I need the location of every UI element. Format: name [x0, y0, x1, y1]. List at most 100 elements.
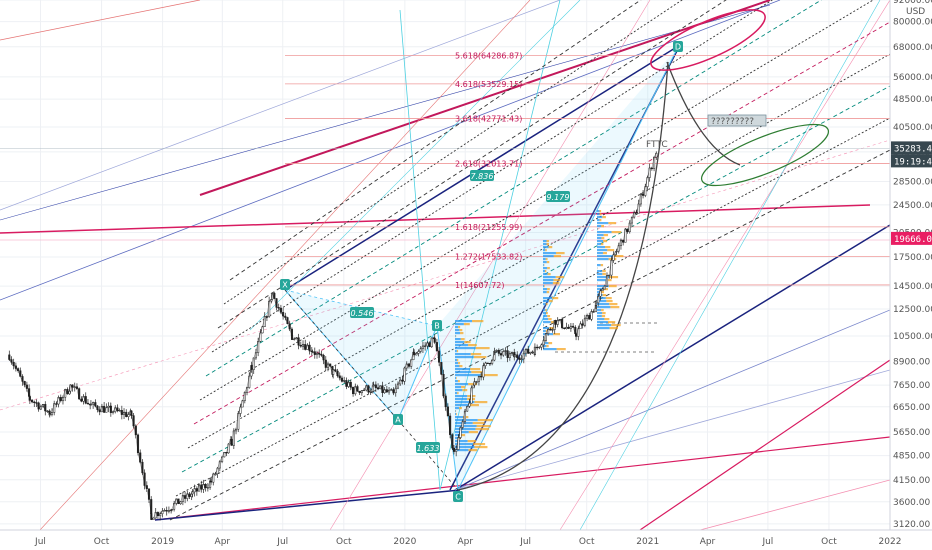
- volume-profile-bar: [597, 312, 603, 315]
- annotation-layer: 5.618(64286.87) 4.618(53529.15) 3.618(4277…: [280, 41, 767, 502]
- volume-profile-bar: [472, 320, 484, 323]
- fib-label: 1.272(17533.82): [455, 253, 522, 262]
- y-tick-label: 92000.00: [893, 0, 932, 6]
- volume-profile-bar: [455, 374, 481, 377]
- volume-profile-bar: [603, 234, 609, 237]
- pattern-point-marker: [280, 279, 290, 290]
- volume-profile-bar: [455, 443, 474, 446]
- volume-profile-bar: [455, 386, 462, 389]
- volume-profile-bar: [545, 258, 548, 261]
- pattern-leg: [457, 46, 679, 491]
- target-ellipse: [700, 123, 830, 187]
- volume-profile-bar: [473, 356, 487, 359]
- x-tick-label: Jul: [761, 537, 773, 547]
- y-tick-label: 28500.00: [893, 177, 932, 187]
- pattern-point-label: A: [395, 416, 401, 425]
- volume-profile-bar: [455, 425, 477, 428]
- y-tick-label: 7650.00: [893, 381, 930, 391]
- volume-profile-bar: [468, 431, 478, 434]
- volume-profile-bar: [597, 243, 601, 246]
- volume-profile-bar: [543, 318, 549, 321]
- volume-profile-bar: [543, 267, 548, 270]
- volume-profile-bar: [602, 312, 606, 315]
- volume-profile-bar: [544, 285, 545, 288]
- trend-line: [0, 0, 781, 301]
- volume-profile-bar: [597, 216, 603, 219]
- x-axis[interactable]: Jul Oct 2019 Apr Jul Oct 2020 Apr Jul Oct 2021 Apr J…: [34, 537, 901, 547]
- pattern-point-label: C: [455, 493, 461, 502]
- countdown-tag: 19:19:49: [894, 157, 932, 167]
- volume-profile-bar: [597, 228, 598, 231]
- volume-profile-bar: [543, 300, 549, 303]
- volume-profile-bar: [605, 246, 611, 249]
- volume-profile-bar: [455, 380, 458, 383]
- candle-body: [8, 354, 11, 360]
- fib-label: 1.618(21255.99): [455, 223, 522, 232]
- volume-profile-bar: [464, 341, 471, 344]
- price-series: [8, 151, 658, 521]
- volume-profile-bar: [546, 240, 549, 243]
- volume-profile-bar: [455, 401, 475, 404]
- ratio-badge: [470, 170, 494, 181]
- volume-profile-bar: [546, 261, 550, 264]
- volume-profile-bar: [543, 345, 547, 348]
- x-tick-label: Apr: [700, 537, 716, 547]
- volume-profile-bar: [606, 300, 613, 303]
- volume-profile-bar: [455, 365, 460, 368]
- volume-profile-bar: [455, 410, 456, 413]
- volume-profile-bar: [607, 321, 616, 324]
- volume-profile-bar: [455, 431, 469, 434]
- volume-profile-bar: [597, 252, 603, 255]
- channel-line: [175, 117, 890, 497]
- volume-profile-bar: [601, 225, 604, 228]
- y-axis[interactable]: 3120.00 3600.00 4150.00 4850.00 5650.00 6650.…: [891, 0, 932, 530]
- volume-profile-bar: [474, 401, 488, 404]
- trend-line: [284, 44, 681, 291]
- volume-profile-bar: [543, 315, 548, 318]
- volume-profile-bar: [462, 389, 468, 392]
- y-tick-label: 24500.00: [893, 201, 932, 211]
- volume-profile-bar: [597, 231, 612, 234]
- arc-curve: [457, 61, 669, 491]
- x-tick-label: Apr: [215, 537, 231, 547]
- volume-profile-bar: [597, 240, 604, 243]
- volume-profile-bar: [608, 258, 617, 261]
- volume-profile-bar: [602, 294, 607, 297]
- fib-label: 5.618(64286.87): [455, 51, 522, 60]
- volume-profile-bar: [597, 219, 600, 222]
- volume-profile-bar: [543, 279, 554, 282]
- volume-profile-bar: [469, 404, 479, 407]
- volume-profile-bar: [599, 210, 602, 213]
- volume-profile-bar: [608, 285, 617, 288]
- y-tick-label: 6650.00: [893, 403, 930, 413]
- volume-profile-bar: [543, 255, 554, 258]
- volume-profile-bar: [603, 240, 608, 243]
- x-tick-label: Oct: [579, 537, 595, 547]
- volume-profile-bar: [597, 291, 602, 294]
- volume-profile-bar: [480, 374, 498, 377]
- volume-profile-bar: [597, 297, 606, 300]
- volume-profile-bar: [458, 326, 461, 329]
- ratio-label: 7.836: [471, 172, 494, 181]
- volume-profiles: [455, 210, 624, 452]
- volume-profile-bar: [543, 264, 544, 267]
- currency-label: USD: [906, 7, 925, 17]
- volume-profile-bar: [543, 258, 546, 261]
- trend-line: [454, 369, 890, 491]
- volume-profile-bar: [597, 273, 603, 276]
- target-ellipse: [650, 9, 766, 71]
- volume-profile-bar: [543, 297, 553, 300]
- volume-profile-bar: [455, 392, 458, 395]
- y-tick-label: 8900.00: [893, 358, 930, 368]
- pattern-fill: [437, 47, 678, 490]
- channel-line: [205, 0, 823, 377]
- volume-profile-bar: [455, 320, 473, 323]
- volume-profile-bar: [597, 270, 603, 273]
- volume-profile-bar: [455, 383, 469, 386]
- level-price-tag-box: [891, 231, 932, 245]
- volume-profile-bar: [470, 368, 481, 371]
- volume-profile-bar: [545, 312, 548, 315]
- volume-profile-bar: [543, 288, 548, 291]
- y-tick-label: 56000.00: [893, 73, 932, 83]
